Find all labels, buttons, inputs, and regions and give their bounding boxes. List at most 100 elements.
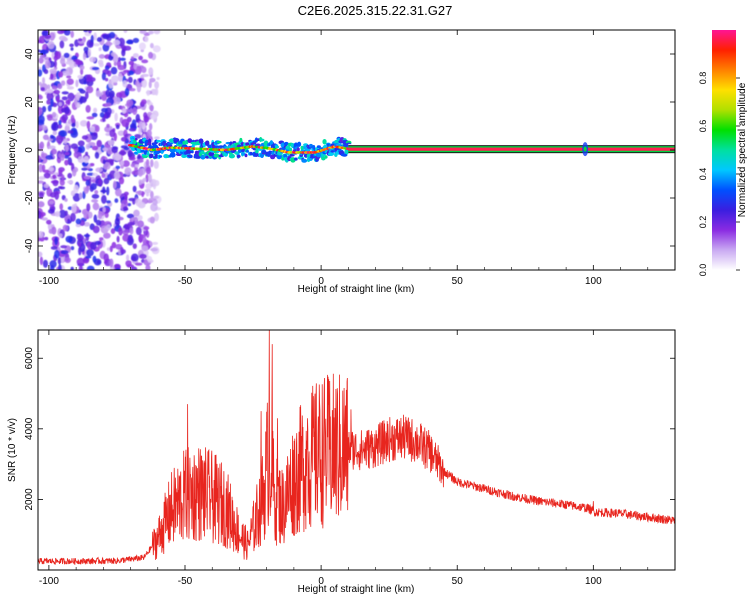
noise-blob	[122, 206, 129, 211]
noise-blob	[63, 52, 70, 59]
noise-blob	[50, 148, 57, 155]
noise-blob	[96, 139, 102, 148]
noise-blob	[93, 107, 98, 113]
noise-blob	[103, 162, 111, 170]
noise-blob	[59, 40, 65, 49]
spectrogram-ticks: -100 -50 0 50 100 -40 -20 0 20 40	[24, 30, 676, 287]
noise-blob	[78, 38, 83, 42]
noise-blob	[89, 56, 97, 63]
noise-blob	[92, 225, 100, 234]
noise-blob	[98, 213, 103, 219]
noise-blob	[154, 88, 159, 96]
signal-blob	[190, 141, 197, 145]
noise-blob	[61, 114, 68, 122]
noise-blob	[150, 114, 157, 120]
noise-blob	[127, 221, 136, 226]
noise-blob	[78, 265, 83, 270]
noise-blob	[52, 130, 58, 136]
noise-blob	[44, 60, 51, 69]
noise-blob	[79, 120, 88, 127]
signal-blob	[327, 151, 335, 157]
noise-blob	[141, 59, 149, 64]
noise-blob	[49, 260, 57, 268]
signal-marker-core	[583, 146, 587, 152]
noise-blob	[110, 75, 119, 83]
noise-blob	[126, 213, 135, 219]
noise-blob	[64, 198, 68, 202]
signal-blob	[190, 150, 194, 154]
colorbar-tick-label: 0.6	[698, 120, 708, 133]
noise-blob	[79, 96, 87, 103]
noise-blob	[135, 159, 144, 163]
noise-blob	[108, 32, 116, 39]
noise-blob	[153, 160, 159, 169]
noise-blob	[96, 37, 103, 42]
snr-ylabel: SNR (10 * v/v)	[7, 418, 18, 482]
noise-blob	[137, 153, 141, 160]
noise-blob	[46, 84, 51, 90]
noise-blob	[49, 134, 55, 140]
noise-blob	[156, 76, 160, 80]
noise-blob	[112, 81, 118, 86]
noise-blob	[104, 212, 109, 218]
noise-blob	[129, 123, 137, 129]
noise-blob	[98, 54, 106, 59]
noise-blob	[141, 73, 150, 77]
noise-blob	[114, 198, 119, 203]
signal-blob	[228, 153, 236, 159]
noise-blob	[64, 106, 70, 115]
noise-blob	[124, 88, 130, 97]
noise-blob	[41, 106, 47, 113]
signal-blob	[324, 155, 328, 159]
signal-blob	[283, 141, 289, 146]
noise-blob	[153, 30, 161, 35]
noise-blob	[137, 220, 145, 228]
signal-blob	[283, 153, 288, 159]
noise-blob	[128, 60, 135, 66]
colorbar: 0.0 0.2 0.4 0.6 0.8 Normalized spectral ampl…	[698, 30, 748, 276]
noise-blob	[141, 99, 147, 105]
x-tick-label: -100	[39, 576, 59, 587]
noise-blob	[58, 153, 62, 158]
noise-blob	[57, 257, 62, 265]
noise-blob	[143, 112, 148, 119]
noise-blob	[108, 90, 115, 99]
signal-blob	[296, 147, 300, 152]
noise-blob	[148, 80, 152, 89]
noise-blob	[62, 224, 69, 232]
noise-blob	[104, 41, 113, 46]
signal-blob	[213, 150, 218, 154]
signal-blob	[167, 142, 173, 145]
signal-blob	[249, 151, 253, 156]
noise-blob	[83, 175, 91, 180]
noise-blob	[44, 236, 49, 241]
noise-blob	[116, 59, 122, 68]
noise-blob	[89, 126, 96, 133]
noise-blob	[148, 173, 152, 183]
noise-blob	[137, 215, 143, 221]
noise-blob	[58, 35, 67, 41]
x-tick-label: 50	[452, 276, 464, 287]
noise-blob	[78, 246, 82, 256]
signal-blob	[294, 157, 298, 161]
signal-blob	[181, 154, 187, 159]
noise-blob	[114, 152, 122, 161]
noise-blob	[115, 243, 123, 250]
noise-blob	[120, 246, 124, 254]
signal-blob	[140, 149, 145, 153]
colorbar-tick-label: 0.8	[698, 72, 708, 85]
noise-blob	[107, 139, 115, 146]
noise-blob	[111, 52, 116, 57]
noise-blob	[46, 88, 54, 94]
noise-blob	[130, 216, 139, 221]
noise-blob	[60, 80, 66, 86]
noise-blob	[94, 125, 100, 133]
colorbar-tick-label: 0.0	[698, 264, 708, 277]
noise-blob	[103, 114, 107, 119]
noise-blob	[38, 107, 43, 116]
noise-blob	[85, 105, 91, 113]
noise-blob	[132, 185, 137, 193]
noise-blob	[57, 30, 65, 35]
noise-blob	[39, 54, 45, 59]
noise-blob	[145, 166, 152, 175]
